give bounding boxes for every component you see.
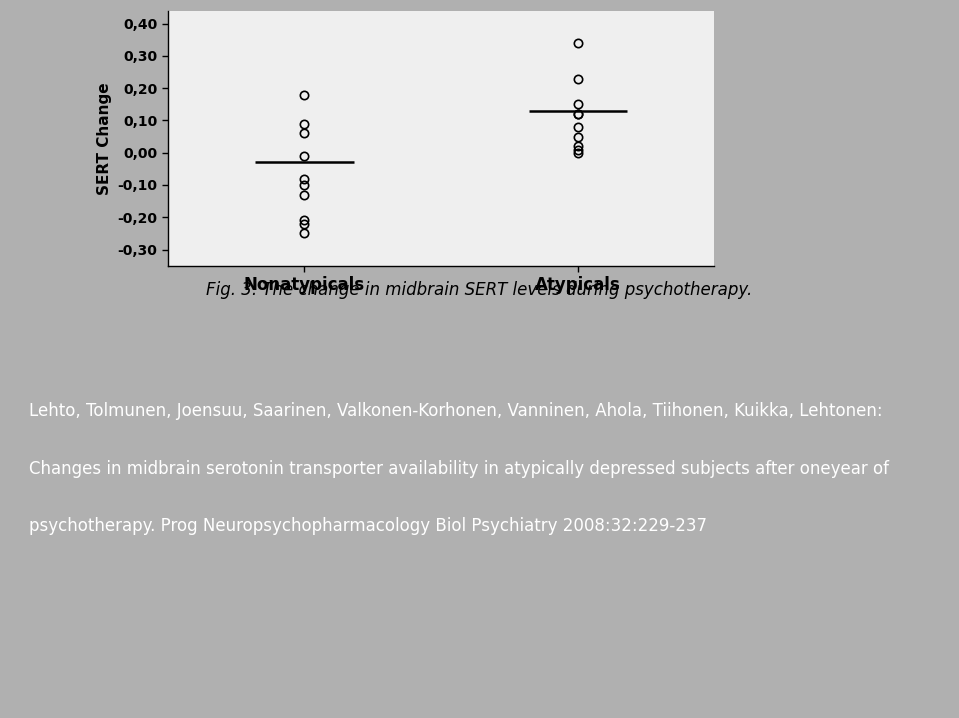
- Text: Fig. 3. The change in midbrain SERT levels during psychotherapy.: Fig. 3. The change in midbrain SERT leve…: [206, 281, 753, 299]
- Text: psychotherapy. Prog Neuropsychopharmacology Biol Psychiatry 2008:32:229-237: psychotherapy. Prog Neuropsychopharmacol…: [29, 517, 707, 535]
- Y-axis label: SERT Change: SERT Change: [97, 82, 112, 195]
- Text: Lehto, Tolmunen, Joensuu, Saarinen, Valkonen-Korhonen, Vanninen, Ahola, Tiihonen: Lehto, Tolmunen, Joensuu, Saarinen, Valk…: [29, 402, 882, 420]
- Text: Changes in midbrain serotonin transporter availability in atypically depressed s: Changes in midbrain serotonin transporte…: [29, 460, 889, 477]
